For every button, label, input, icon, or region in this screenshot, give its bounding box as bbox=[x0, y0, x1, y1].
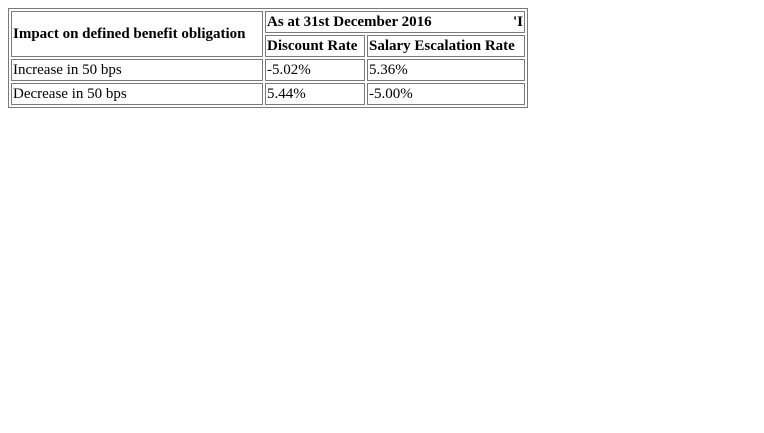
period-header: As at 31st December 2016 'I bbox=[265, 11, 525, 33]
row-label-increase: Increase in 50 bps bbox=[11, 59, 263, 81]
table-row: Decrease in 50 bps 5.44% -5.00% bbox=[11, 83, 525, 105]
cell-salary-escalation-decrease: -5.00% bbox=[367, 83, 525, 105]
row-label-decrease: Decrease in 50 bps bbox=[11, 83, 263, 105]
period-header-trailing-text: 'I bbox=[512, 14, 523, 30]
cell-salary-escalation-increase: 5.36% bbox=[367, 59, 525, 81]
column-header-discount-rate: Discount Rate bbox=[265, 35, 365, 57]
table-row: Increase in 50 bps -5.02% 5.36% bbox=[11, 59, 525, 81]
table-subheader-row: Discount Rate Salary Escalation Rate bbox=[11, 35, 525, 57]
cell-discount-rate-decrease: 5.44% bbox=[265, 83, 365, 105]
sensitivity-table: Impact on defined benefit obligation As … bbox=[8, 8, 528, 108]
period-header-label: As at 31st December 2016 bbox=[267, 14, 432, 30]
cell-discount-rate-increase: -5.02% bbox=[265, 59, 365, 81]
row-header-impact: Impact on defined benefit obligation bbox=[11, 11, 263, 57]
table-header-row: Impact on defined benefit obligation As … bbox=[11, 11, 525, 57]
column-header-salary-escalation-rate: Salary Escalation Rate bbox=[367, 35, 525, 57]
